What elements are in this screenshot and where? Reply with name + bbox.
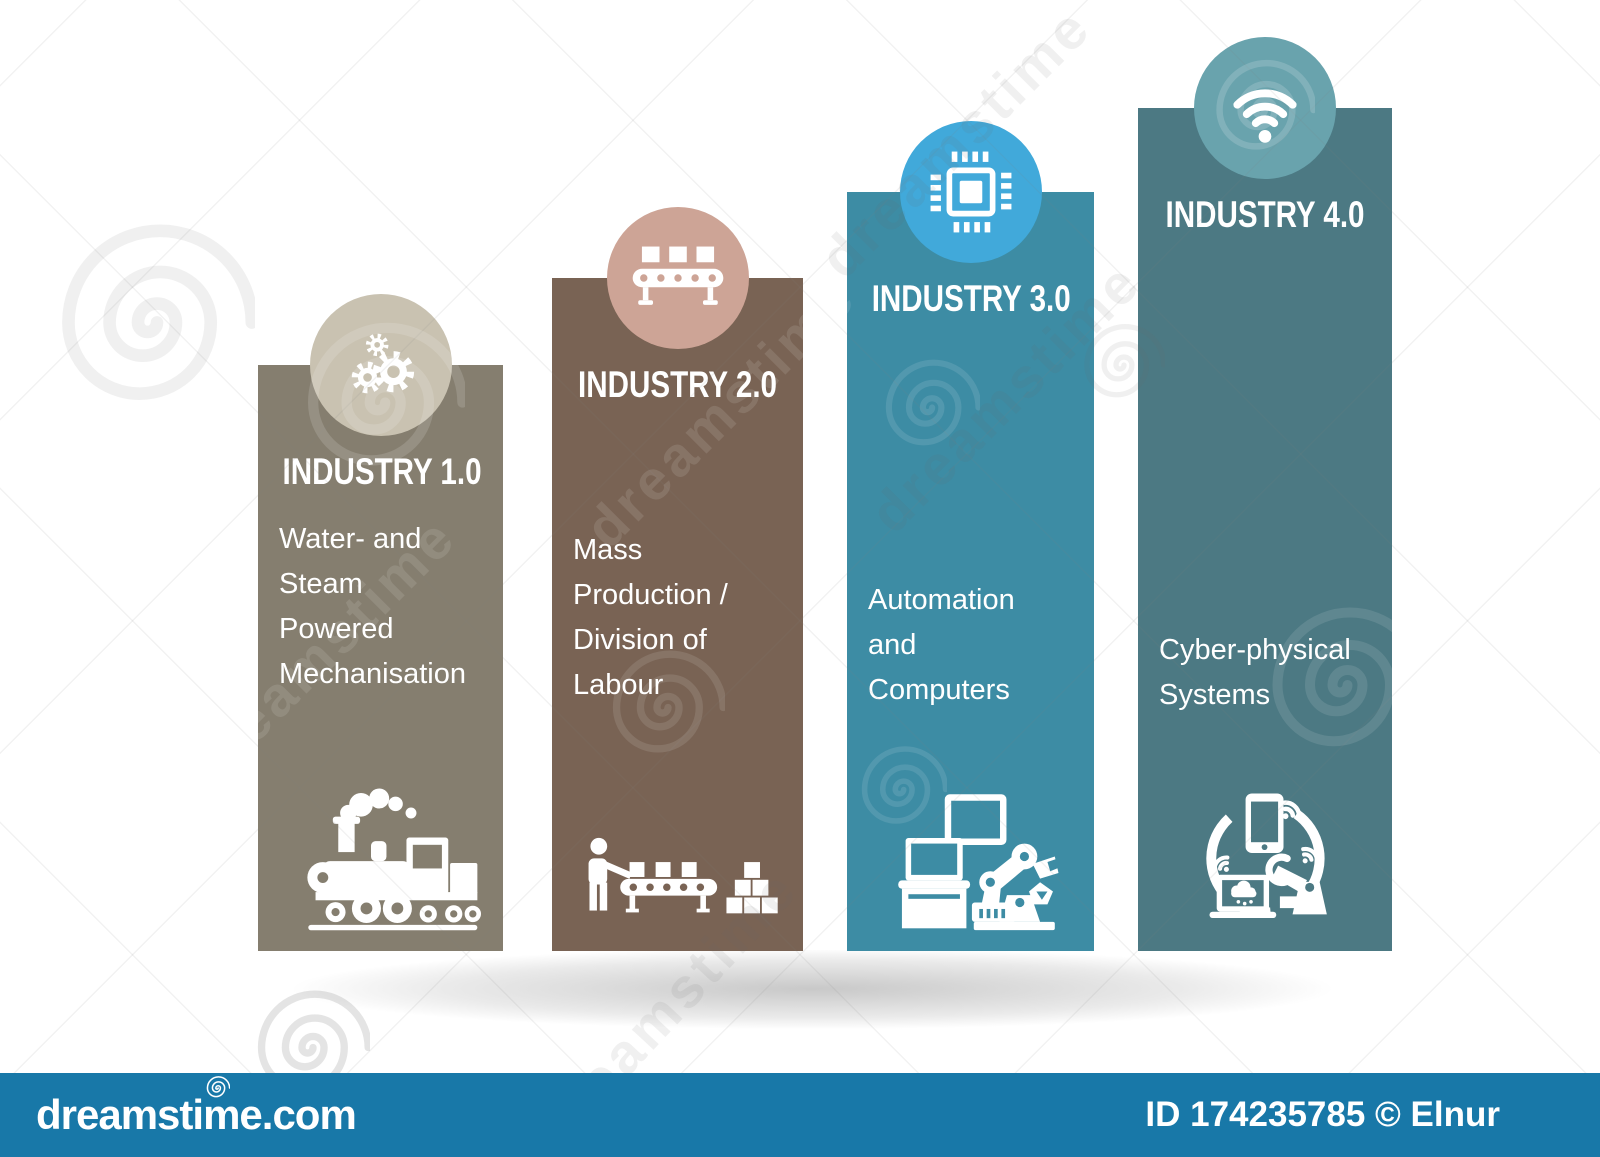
cpu-chip-icon [930,151,1011,233]
gear-large [372,351,414,393]
footer-spiral-icon [206,1076,230,1098]
wifi-icon [1233,89,1297,143]
stage-description: Cyber-physical Systems [1159,628,1388,718]
stage-title: INDUSTRY 3.0 [871,278,1071,319]
stage-description: Automation and Computers [868,578,1090,713]
gears-icon [351,333,414,394]
stage-title: INDUSTRY 4.0 [1165,194,1365,235]
stage-description-line: Steam [279,568,363,600]
stage-industry-1: INDUSTRY 1.0 Water- and Steam Powered Me… [258,294,503,951]
stage-description: Water- and Steam Powered Mechanisation [279,517,499,697]
stage-description: Mass Production / Division of Labour [573,528,799,708]
stage-industry-2: INDUSTRY 2.0 Mass Production / Division … [552,207,803,951]
cyber-physical-robot-icon [1206,793,1327,919]
stage-badge [606,207,749,349]
stage-description-line: Automation [868,584,1015,616]
ground-shadow [170,950,1455,1058]
stage-description-line: Division of [573,624,707,656]
stage-industry-3: INDUSTRY 3.0 Automation and Computers [847,121,1094,951]
stage-description-line: Cyber-physical [1159,634,1351,666]
stage-badge [309,294,452,436]
footer-bar: dreamstime.com ID 174235785 © Elnur [0,1073,1600,1157]
watermark-spiral-icon [40,215,255,430]
stage-description-line: Water- and [279,523,422,555]
stage-industry-4: INDUSTRY 4.0 Cyber-physical Systems [1138,37,1392,951]
stage-description-line: Computers [868,674,1010,706]
conveyor-belt-icon [632,246,723,305]
footer-credit: ID 174235785 © Elnur [1145,1095,1500,1134]
stage-description-line: Mechanisation [279,658,466,690]
robot-arm-computer-icon [897,794,1058,931]
stage-title: INDUSTRY 2.0 [577,364,778,405]
stage-badge [1194,37,1336,179]
gear-small [365,333,388,357]
stage-description-line: Labour [573,669,664,701]
stage-description-line: Systems [1159,679,1271,711]
stage-badge [899,121,1042,263]
stage-description-line: and [868,629,917,661]
stage-description-line: Production / [573,579,728,611]
footer-logo: dreamstime.com [36,1076,357,1139]
assembly-line-worker-icon [588,838,778,914]
stage-description-line: Powered [279,613,394,645]
footer-logo-text: dreamstime.com [36,1091,357,1138]
steam-locomotive-icon [306,788,481,931]
stage-title: INDUSTRY 1.0 [282,451,482,492]
stage-description-line: Mass [573,534,643,566]
